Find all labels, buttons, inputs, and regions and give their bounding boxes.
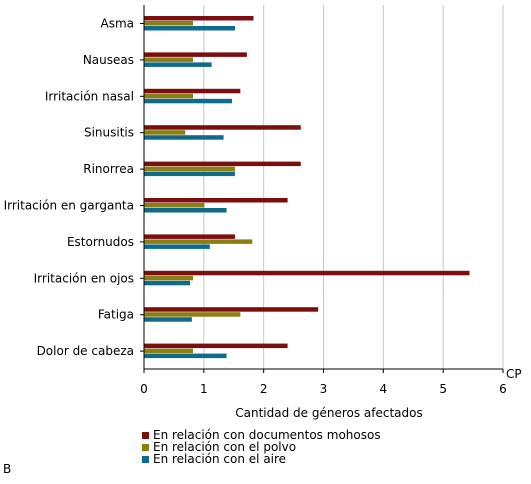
x-tick-label: 4: [380, 382, 388, 396]
category-label: Estornudos: [67, 235, 134, 249]
category-label: Sinusitis: [84, 126, 134, 140]
x-axis-unit: CP: [506, 367, 522, 381]
legend-label: En relación con el polvo: [153, 440, 297, 454]
legend-swatch: [142, 443, 149, 451]
category-label: Fatiga: [98, 308, 134, 322]
x-tick-label: 2: [260, 382, 268, 396]
category-label: Asma: [100, 17, 134, 31]
bar: [144, 161, 301, 167]
tick-labels: 0 1 2 3 4 5 6: [140, 382, 507, 396]
bar: [144, 125, 301, 130]
bar: [144, 317, 192, 322]
panel-label: B: [3, 462, 12, 476]
bar: [144, 280, 191, 286]
bar: [144, 26, 235, 31]
bar: [144, 239, 253, 244]
category-label: Irritación nasal: [45, 89, 134, 103]
legend-item: En relación con documentos mohosos: [142, 429, 381, 441]
bar: [144, 312, 241, 317]
bar: [144, 130, 186, 135]
category-label: Nauseas: [83, 53, 134, 67]
bar: [144, 88, 241, 94]
bar: [144, 16, 254, 21]
bar: [144, 98, 232, 104]
axes: [140, 5, 504, 373]
bar: [144, 208, 227, 213]
bar: [144, 62, 212, 67]
bar: [144, 353, 227, 359]
x-tick-label: 5: [439, 382, 447, 396]
category-label: Irritación en ojos: [34, 271, 134, 285]
bar: [144, 275, 194, 281]
x-tick-label: 0: [140, 382, 148, 396]
bar: [144, 198, 288, 203]
category-labels: Asma Nauseas Irritación nasal Sinusitis Rino…: [4, 17, 134, 359]
legend: En relación con documentos mohosos En re…: [142, 429, 381, 465]
x-tick-label: 6: [499, 382, 507, 396]
x-tick-label: 3: [320, 382, 328, 396]
bar: [144, 171, 235, 177]
bar: [144, 244, 210, 249]
bar: [144, 166, 235, 172]
category-label: Dolor de cabeza: [37, 344, 134, 358]
bar: [144, 270, 470, 276]
bar: [144, 348, 194, 354]
bar: [144, 93, 194, 99]
bar: [144, 21, 194, 26]
legend-label: En relación con documentos mohosos: [153, 428, 381, 442]
x-tick-label: 1: [200, 382, 208, 396]
bar: [144, 234, 235, 239]
bar-series: [144, 16, 470, 359]
legend-label: En relación con el aire: [153, 452, 287, 466]
category-label: Irritación en garganta: [4, 199, 134, 213]
legend-swatch: [142, 455, 149, 463]
bar: [144, 203, 205, 208]
bar: [144, 343, 288, 349]
grid-lines: [203, 5, 504, 369]
bar: [144, 52, 247, 57]
bar: [144, 57, 194, 62]
legend-item: En relación con el aire: [142, 453, 381, 465]
legend-item: En relación con el polvo: [142, 441, 381, 453]
bar: [144, 307, 319, 312]
legend-swatch: [142, 431, 149, 439]
category-label: Rinorrea: [83, 162, 134, 176]
bar: [144, 135, 224, 140]
x-axis-label: Cantidad de géneros afectados: [235, 406, 423, 420]
